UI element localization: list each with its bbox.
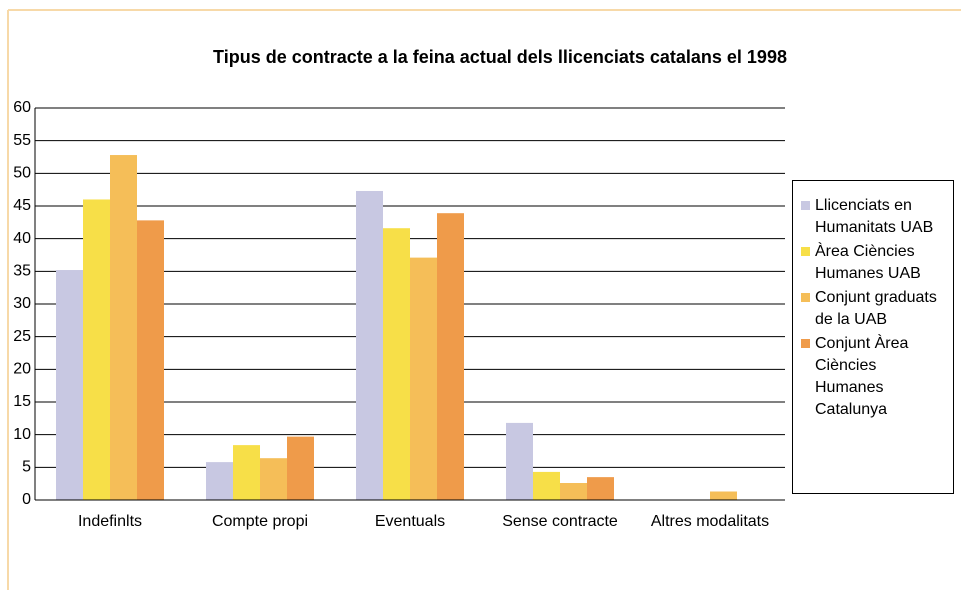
y-tick-label: 15 [13, 393, 31, 410]
legend-label: Conjunt Àrea Ciències Humanes Catalunya [815, 335, 909, 418]
bar [587, 477, 614, 500]
legend-item: Conjunt graduats de la UAB [801, 287, 949, 331]
legend-item: Conjunt Àrea Ciències Humanes Catalunya [801, 333, 949, 421]
bar [137, 220, 164, 500]
legend-item: Àrea Ciències Humanes UAB [801, 241, 949, 285]
legend-swatch [801, 293, 810, 302]
bar [83, 199, 110, 500]
legend-label: Conjunt graduats de la UAB [815, 289, 937, 328]
bar [410, 257, 437, 500]
legend-label: Llicenciats en Humanitats UAB [815, 197, 934, 236]
x-tick-label: Indefinlts [77, 513, 143, 530]
legend-item: Llicenciats en Humanitats UAB [801, 195, 949, 239]
x-tick-label: Sense contracte [502, 513, 618, 530]
bar [710, 491, 737, 500]
bar [110, 155, 137, 501]
y-tick-label: 20 [13, 361, 31, 378]
y-tick-label: 45 [13, 197, 31, 214]
x-tick-label: Compte propi [211, 513, 309, 530]
y-tick-label: 10 [13, 426, 31, 443]
x-tick-label: Eventuals [374, 513, 446, 530]
y-tick-label: 50 [13, 165, 31, 182]
legend-swatch [801, 247, 810, 256]
bar [437, 213, 464, 501]
y-tick-label: 5 [22, 459, 31, 476]
bar [506, 422, 533, 500]
y-tick-label: 60 [13, 99, 31, 116]
bar [383, 228, 410, 501]
chart-title: Tipus de contracte a la feina actual del… [213, 47, 787, 67]
x-tick-label: Altres modalitats [650, 513, 770, 530]
y-tick-label: 0 [22, 491, 31, 508]
legend-swatch [801, 339, 810, 348]
legend-swatch [801, 201, 810, 210]
y-tick-label: 25 [13, 328, 31, 345]
legend: Llicenciats en Humanitats UAB Àrea Ciènci… [792, 180, 954, 494]
bar [560, 483, 587, 500]
bar [287, 436, 314, 500]
bar [533, 471, 560, 500]
bar [56, 270, 83, 500]
bar [356, 190, 383, 500]
y-tick-label: 35 [13, 263, 31, 280]
bar [260, 458, 287, 500]
y-tick-label: 40 [13, 230, 31, 247]
y-tick-label: 30 [13, 295, 31, 312]
y-tick-label: 55 [13, 132, 31, 149]
bar [206, 462, 233, 500]
legend-label: Àrea Ciències Humanes UAB [815, 243, 921, 282]
bar [233, 445, 260, 500]
